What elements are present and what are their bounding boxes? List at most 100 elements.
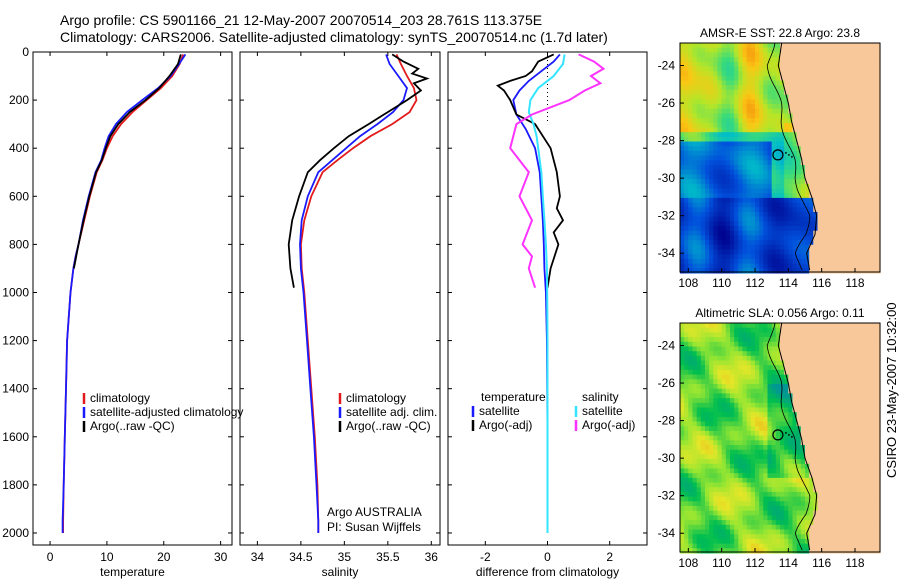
map-cell <box>738 416 744 423</box>
map-cell <box>717 426 723 432</box>
map-cell <box>817 202 823 208</box>
map-cell <box>725 263 731 269</box>
map-cell <box>713 235 719 241</box>
map-cell <box>725 221 731 227</box>
map-cell <box>846 99 852 105</box>
map-cell <box>717 520 723 526</box>
map-cell <box>800 150 806 157</box>
map-cell <box>825 520 831 526</box>
map-cell <box>805 393 810 399</box>
map-cell <box>742 332 748 338</box>
map-cell <box>713 341 719 348</box>
map-cell <box>842 99 848 105</box>
map-cell <box>742 136 748 143</box>
map-cell <box>780 496 785 502</box>
map-cell <box>796 71 802 77</box>
map-cell <box>721 341 727 348</box>
map-cell <box>875 548 881 554</box>
map-cell <box>734 515 739 521</box>
map-cell <box>692 230 698 236</box>
map-cell <box>680 506 685 512</box>
map-cell <box>717 160 723 166</box>
map-cell <box>771 402 777 409</box>
map-cell <box>784 193 789 199</box>
map-cell <box>830 449 835 455</box>
map-cell <box>755 193 760 199</box>
map-cell <box>725 379 731 385</box>
map-cell <box>871 235 877 241</box>
map-cell <box>780 188 785 194</box>
map-cell <box>825 496 831 502</box>
map-cell <box>825 355 831 362</box>
map-cell <box>700 188 706 194</box>
map-cell <box>775 183 781 190</box>
map-cell <box>713 445 719 451</box>
map-cell <box>688 268 694 274</box>
map-cell <box>834 445 839 451</box>
map-cell <box>709 416 714 423</box>
map-cell <box>796 468 802 474</box>
map-cell <box>767 52 773 58</box>
map-cell <box>725 412 731 418</box>
map-cell <box>692 61 698 68</box>
map-cell <box>705 398 710 404</box>
map-cell <box>709 47 714 53</box>
map-cell <box>846 193 852 199</box>
map-cell <box>817 487 823 493</box>
map-cell <box>750 146 756 152</box>
map-cell <box>696 75 702 82</box>
map-cell <box>809 85 814 91</box>
map-cell <box>684 197 689 204</box>
map-cell <box>830 491 835 498</box>
map-cell <box>734 155 739 161</box>
map-cell <box>705 369 710 376</box>
map-cell <box>788 524 794 531</box>
map-cell <box>809 323 814 329</box>
map-cell <box>859 75 864 82</box>
map-cell <box>842 132 848 138</box>
map-cell <box>846 454 852 460</box>
map-cell <box>875 360 881 366</box>
map-cell <box>688 197 694 204</box>
map-cell <box>838 244 844 251</box>
map-cell <box>709 61 714 68</box>
map-cell <box>746 216 752 222</box>
map-cell <box>821 501 827 507</box>
map-cell <box>742 193 748 199</box>
map-cell <box>817 52 823 58</box>
map-cell <box>846 487 852 493</box>
y-tick-label: -24 <box>658 339 676 353</box>
map-cell <box>746 416 752 423</box>
map-cell <box>680 374 685 380</box>
map-cell <box>725 515 731 521</box>
map-cell <box>750 43 756 49</box>
map-cell <box>700 351 706 357</box>
map-cell <box>830 47 835 53</box>
map-cell <box>850 226 856 232</box>
map-cell <box>830 355 835 362</box>
map-cell <box>730 75 735 82</box>
map-cell <box>825 402 831 409</box>
map-cell <box>759 515 764 521</box>
map-cell <box>813 548 819 554</box>
map-cell <box>763 393 769 399</box>
map-cell <box>796 534 802 540</box>
map-cell <box>750 230 756 236</box>
map-cell <box>755 146 760 152</box>
map-cell <box>838 491 844 498</box>
map-cell <box>792 165 798 171</box>
map-cell <box>863 346 869 352</box>
map-cell <box>830 529 835 535</box>
map-cell <box>792 369 798 376</box>
map-cell <box>846 323 852 329</box>
map-cell <box>809 165 814 171</box>
map-cell <box>696 501 702 507</box>
map-cell <box>871 355 877 362</box>
map-cell <box>763 66 769 72</box>
map-cell <box>780 211 785 218</box>
map-cell <box>692 496 698 502</box>
map-cell <box>796 122 802 129</box>
map-cell <box>830 221 835 227</box>
map-cell <box>759 501 764 507</box>
map-cell <box>792 538 798 545</box>
